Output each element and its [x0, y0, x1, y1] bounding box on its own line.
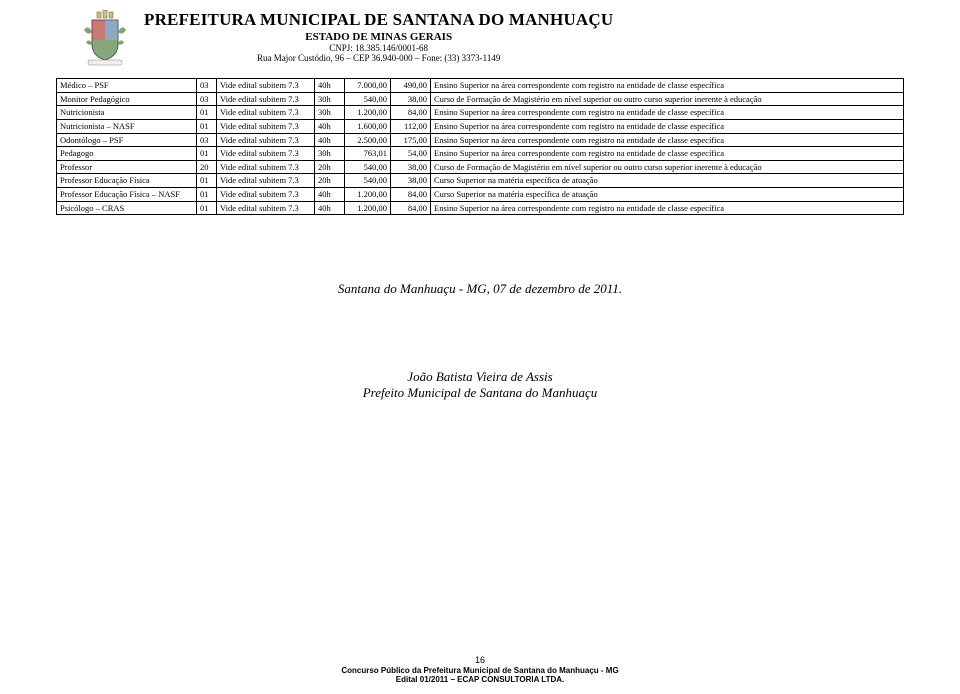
cell-quantity: 01	[197, 188, 217, 202]
cell-position-name: Professor Educação Física	[57, 174, 197, 188]
cell-workload: 40h	[315, 133, 345, 147]
cell-workload: 40h	[315, 188, 345, 202]
cell-salary: 540,00	[345, 174, 391, 188]
cell-position-name: Psicólogo – CRAS	[57, 201, 197, 215]
cell-reference: Vide edital subitem 7.3	[217, 147, 315, 161]
cnpj-line: CNPJ: 18.385.146/0001-68	[144, 43, 613, 53]
table-row: Médico – PSF03Vide edital subitem 7.340h…	[57, 79, 904, 93]
cell-requirement: Ensino Superior na área correspondente c…	[431, 106, 904, 120]
signature-block: João Batista Vieira de Assis Prefeito Mu…	[0, 369, 960, 401]
cell-workload: 30h	[315, 106, 345, 120]
cell-workload: 20h	[315, 174, 345, 188]
cell-salary: 540,00	[345, 160, 391, 174]
cell-reference: Vide edital subitem 7.3	[217, 188, 315, 202]
cell-fee: 112,00	[391, 119, 431, 133]
cell-fee: 38,00	[391, 174, 431, 188]
table-row: Monitor Pedagógico03Vide edital subitem …	[57, 92, 904, 106]
cell-reference: Vide edital subitem 7.3	[217, 79, 315, 93]
footer-line-1: Concurso Público da Prefeitura Municipal…	[0, 666, 960, 675]
cell-reference: Vide edital subitem 7.3	[217, 119, 315, 133]
cell-requirement: Ensino Superior na área correspondente c…	[431, 201, 904, 215]
cell-quantity: 03	[197, 92, 217, 106]
signatory-name: João Batista Vieira de Assis	[0, 369, 960, 385]
cell-requirement: Ensino Superior na área correspondente c…	[431, 147, 904, 161]
table-row: Nutricionista – NASF01Vide edital subite…	[57, 119, 904, 133]
table-row: Professor20Vide edital subitem 7.320h540…	[57, 160, 904, 174]
cell-quantity: 20	[197, 160, 217, 174]
cell-requirement: Ensino Superior na área correspondente c…	[431, 79, 904, 93]
cell-salary: 2.500,00	[345, 133, 391, 147]
cell-workload: 40h	[315, 79, 345, 93]
cell-fee: 175,00	[391, 133, 431, 147]
cell-salary: 540,00	[345, 92, 391, 106]
page-footer: 16 Concurso Público da Prefeitura Munici…	[0, 655, 960, 684]
cell-reference: Vide edital subitem 7.3	[217, 174, 315, 188]
cell-position-name: Nutricionista – NASF	[57, 119, 197, 133]
cell-salary: 1.200,00	[345, 188, 391, 202]
signatory-title: Prefeito Municipal de Santana do Manhuaç…	[0, 385, 960, 401]
cell-quantity: 01	[197, 106, 217, 120]
cell-fee: 490,00	[391, 79, 431, 93]
cell-reference: Vide edital subitem 7.3	[217, 92, 315, 106]
cell-workload: 30h	[315, 147, 345, 161]
cell-position-name: Médico – PSF	[57, 79, 197, 93]
cell-position-name: Professor	[57, 160, 197, 174]
footer-line-2: Edital 01/2011 – ECAP CONSULTORIA LTDA.	[0, 675, 960, 684]
cell-quantity: 03	[197, 79, 217, 93]
cell-salary: 1.200,00	[345, 201, 391, 215]
cell-fee: 84,00	[391, 106, 431, 120]
cell-workload: 20h	[315, 160, 345, 174]
cell-fee: 84,00	[391, 188, 431, 202]
cell-position-name: Professor Educação Física – NASF	[57, 188, 197, 202]
cell-fee: 38,00	[391, 92, 431, 106]
header-text-block: PREFEITURA MUNICIPAL DE SANTANA DO MANHU…	[144, 10, 613, 63]
table-row: Odontólogo – PSF03Vide edital subitem 7.…	[57, 133, 904, 147]
cell-salary: 7.000,00	[345, 79, 391, 93]
cell-salary: 1.200,00	[345, 106, 391, 120]
cell-fee: 54,00	[391, 147, 431, 161]
cell-reference: Vide edital subitem 7.3	[217, 160, 315, 174]
cell-reference: Vide edital subitem 7.3	[217, 106, 315, 120]
cell-requirement: Ensino Superior na área correspondente c…	[431, 119, 904, 133]
cell-requirement: Curso Superior na matéria específica de …	[431, 188, 904, 202]
cell-quantity: 03	[197, 133, 217, 147]
table-row: Pedagogo01Vide edital subitem 7.330h763,…	[57, 147, 904, 161]
table-row: Psicólogo – CRAS01Vide edital subitem 7.…	[57, 201, 904, 215]
cell-requirement: Ensino Superior na área correspondente c…	[431, 133, 904, 147]
cell-workload: 30h	[315, 92, 345, 106]
municipal-crest-icon	[80, 10, 130, 66]
table-row: Professor Educação Física01Vide edital s…	[57, 174, 904, 188]
cell-quantity: 01	[197, 119, 217, 133]
address-line: Rua Major Custódio, 96 – CEP 36.940-000 …	[144, 53, 613, 63]
cell-salary: 1.600,00	[345, 119, 391, 133]
positions-table: Médico – PSF03Vide edital subitem 7.340h…	[56, 78, 904, 215]
table-row: Professor Educação Física – NASF01Vide e…	[57, 188, 904, 202]
cell-position-name: Monitor Pedagógico	[57, 92, 197, 106]
document-header: PREFEITURA MUNICIPAL DE SANTANA DO MANHU…	[0, 0, 960, 72]
cell-fee: 38,00	[391, 160, 431, 174]
cell-quantity: 01	[197, 174, 217, 188]
cell-workload: 40h	[315, 201, 345, 215]
cell-workload: 40h	[315, 119, 345, 133]
cell-requirement: Curso de Formação de Magistério em nível…	[431, 160, 904, 174]
cell-quantity: 01	[197, 201, 217, 215]
cell-position-name: Nutricionista	[57, 106, 197, 120]
cell-salary: 763,01	[345, 147, 391, 161]
cell-reference: Vide edital subitem 7.3	[217, 133, 315, 147]
cell-requirement: Curso Superior na matéria específica de …	[431, 174, 904, 188]
cell-reference: Vide edital subitem 7.3	[217, 201, 315, 215]
cell-position-name: Pedagogo	[57, 147, 197, 161]
cell-requirement: Curso de Formação de Magistério em nível…	[431, 92, 904, 106]
cell-fee: 84,00	[391, 201, 431, 215]
municipality-title: PREFEITURA MUNICIPAL DE SANTANA DO MANHU…	[144, 10, 613, 30]
page-number: 16	[0, 655, 960, 665]
cell-position-name: Odontólogo – PSF	[57, 133, 197, 147]
closing-line: Santana do Manhuaçu - MG, 07 de dezembro…	[0, 281, 960, 297]
table-row: Nutricionista01Vide edital subitem 7.330…	[57, 106, 904, 120]
state-subtitle: ESTADO DE MINAS GERAIS	[144, 31, 613, 43]
cell-quantity: 01	[197, 147, 217, 161]
